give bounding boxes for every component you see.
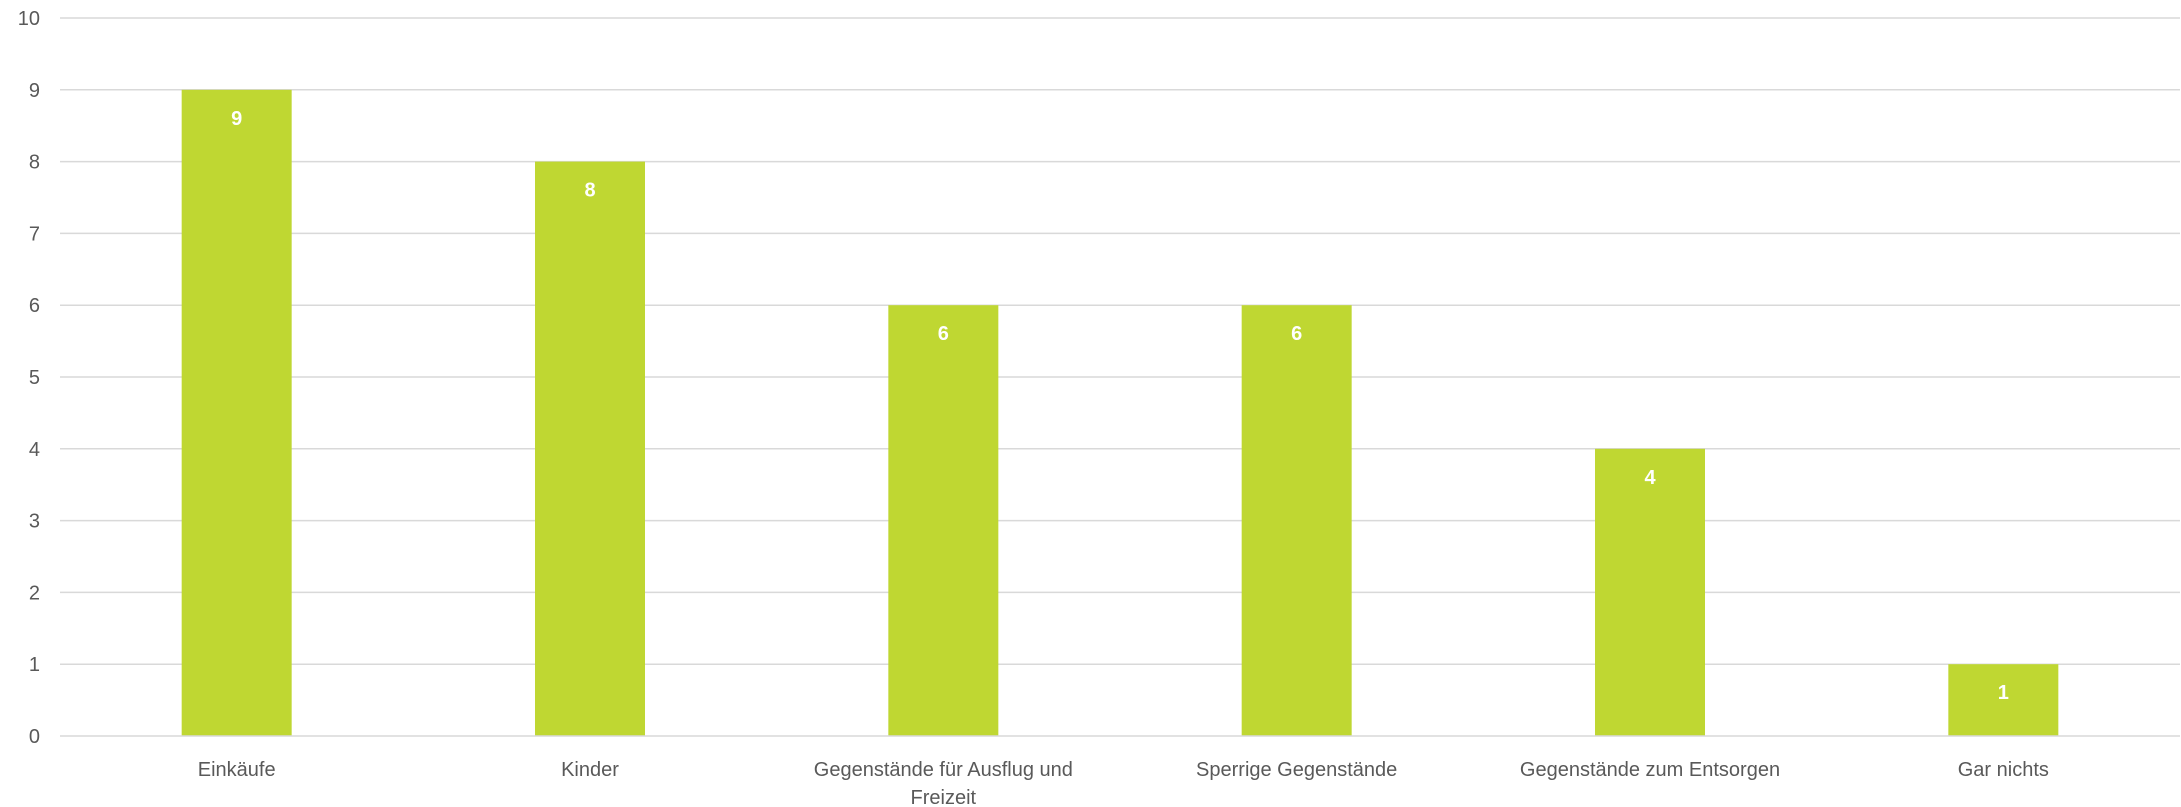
y-tick-label: 5 (29, 367, 40, 389)
bar (1595, 448, 1705, 736)
data-label: 8 (584, 180, 595, 202)
y-tick-label: 1 (29, 654, 40, 676)
x-category-label-line: Gar nichts (1958, 759, 2049, 781)
data-labels: 9 8 6 6 4 1 (231, 108, 2009, 704)
bar (535, 161, 645, 737)
y-tick-label: 0 (29, 726, 40, 748)
gridlines (60, 17, 2180, 665)
y-tick-label: 10 (18, 8, 40, 30)
y-tick-label: 3 (29, 511, 40, 533)
x-category-label: Gegenstände zum Entsorgen (1520, 759, 1780, 781)
y-tick-label: 8 (29, 152, 40, 174)
x-category-label: Kinder (561, 759, 619, 781)
x-category-label: Gegenstände für Ausflug und Freizeit (814, 759, 1073, 807)
category-labels: Einkäufe Kinder Gegenstände für Ausflug un… (198, 759, 2049, 807)
y-tick-label: 7 (29, 223, 40, 245)
y-tick-label: 6 (29, 295, 40, 317)
data-label: 1 (1998, 682, 2009, 704)
bars (181, 89, 2059, 737)
x-category-label-line: Gegenstände für Ausflug und (814, 759, 1073, 781)
data-label: 6 (938, 323, 949, 345)
y-tick-label: 9 (29, 80, 40, 102)
bar (1948, 664, 2059, 736)
x-category-label: Sperrige Gegenstände (1196, 759, 1397, 781)
x-category-label: Einkäufe (198, 759, 276, 781)
y-axis-ticks: 0 1 2 3 4 5 6 7 8 9 10 (18, 8, 40, 748)
bar (1241, 305, 1352, 736)
bar (888, 305, 999, 736)
x-category-label-line: Gegenstände zum Entsorgen (1520, 759, 1780, 781)
x-category-label: Gar nichts (1958, 759, 2049, 781)
y-tick-label: 4 (29, 439, 40, 461)
data-label: 6 (1291, 323, 1302, 345)
data-label: 9 (231, 108, 242, 130)
y-tick-label: 2 (29, 582, 40, 604)
x-category-label-line: Kinder (561, 759, 619, 781)
x-category-label-line: Freizeit (911, 787, 977, 807)
x-category-label-line: Sperrige Gegenstände (1196, 759, 1397, 781)
x-category-label-line: Einkäufe (198, 759, 276, 781)
data-label: 4 (1644, 467, 1656, 489)
bar (181, 89, 292, 737)
